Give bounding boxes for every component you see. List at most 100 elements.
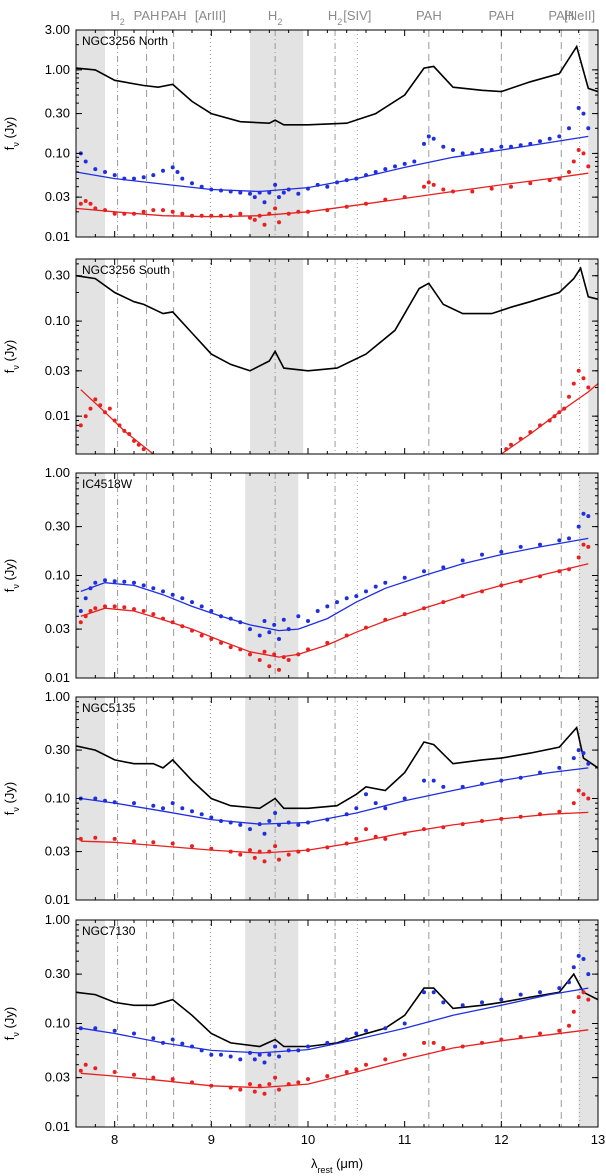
blue-data-point (170, 1037, 175, 1042)
y-tick-label: 0.01 (45, 1119, 70, 1134)
blue-data-point (273, 182, 278, 187)
x-tick-label: 11 (398, 1132, 412, 1147)
blue-data-point (426, 134, 431, 139)
red-data-point (470, 189, 475, 194)
red-data-point (422, 184, 426, 189)
blue-data-point (151, 586, 156, 591)
panel-frame (75, 919, 599, 1128)
y-tick-label: 0.30 (45, 742, 70, 757)
blue-data-point (383, 1026, 388, 1031)
blue-data-point (238, 822, 243, 827)
red-data-point (112, 836, 117, 841)
y-axis-label: fν (Jy) (2, 117, 21, 150)
blue-data-point (170, 801, 175, 806)
red-data-point (262, 1091, 267, 1096)
red-data-point (538, 1031, 542, 1036)
y-tick-label: 1.00 (45, 465, 70, 480)
y-tick-label: 0.10 (45, 313, 70, 328)
red-data-point (267, 664, 272, 669)
panel: 0.01 0.03 0.10 0.30 1.00 3.00 NGC3256 North fν … (2, 22, 599, 244)
blue-data-point (132, 1031, 136, 1036)
blue-data-point (460, 151, 465, 156)
y-tick-label: 0.30 (45, 519, 70, 534)
blue-data-point (538, 990, 542, 995)
red-data-point (132, 839, 136, 844)
red-data-point (267, 1082, 272, 1087)
red-data-point (567, 170, 571, 174)
red-data-point (238, 1087, 243, 1092)
red-data-point (88, 201, 93, 206)
blue-data-point (383, 806, 388, 811)
blue-data-point (132, 176, 136, 181)
red-data-point (306, 1077, 310, 1082)
blue-data-point (571, 756, 576, 761)
red-data-point (273, 844, 278, 849)
blue-data-point (383, 580, 388, 585)
blue-data-point (272, 622, 277, 627)
blue-data-point (422, 778, 426, 783)
blue-data-point (306, 1044, 310, 1049)
red-data-point (257, 1083, 262, 1088)
feature-label: [ArIII] (195, 8, 226, 23)
blue-data-point (296, 822, 301, 827)
red-fit-line (80, 811, 589, 854)
red-data-point (576, 555, 581, 560)
blue-data-point (576, 524, 581, 529)
blue-data-point (315, 609, 320, 613)
blue-data-point (306, 619, 310, 623)
y-axis-label: fν (Jy) (2, 340, 21, 373)
blue-data-point (581, 957, 586, 961)
blue-data-point (257, 633, 262, 638)
red-data-point (132, 1072, 136, 1077)
blue-data-point (112, 1028, 117, 1033)
red-data-point (277, 667, 281, 672)
shaded-band (245, 697, 299, 900)
blue-data-point (252, 195, 257, 200)
red-data-point (190, 844, 194, 849)
panels: 0.01 0.03 0.10 0.30 1.00 3.00 NGC3256 North fν … (2, 22, 605, 1147)
blue-data-point (571, 965, 576, 970)
black-spectrum-line (76, 266, 598, 372)
blue-data-point (93, 1026, 98, 1031)
blue-data-point (557, 538, 562, 543)
red-fit-line (500, 383, 598, 454)
red-data-point (238, 852, 243, 857)
red-data-point (151, 840, 156, 845)
blue-fit-line (80, 537, 589, 632)
blue-data-point (209, 1052, 214, 1057)
plot-area (76, 266, 598, 454)
blue-data-point (93, 167, 98, 172)
blue-data-point (83, 159, 88, 164)
blue-data-point (267, 819, 272, 823)
blue-data-point (151, 1036, 156, 1041)
panel-name: IC4518W (82, 477, 133, 491)
panel-frame (75, 29, 599, 238)
blue-data-point (581, 751, 586, 756)
red-data-point (93, 835, 98, 840)
blue-data-point (296, 191, 301, 196)
red-data-point (151, 612, 156, 617)
y-tick-label: 0.10 (45, 145, 70, 160)
x-tick-label: 12 (494, 1132, 508, 1147)
blue-data-point (112, 173, 117, 178)
blue-data-point (273, 811, 278, 815)
blue-data-point (373, 801, 378, 806)
red-data-point (170, 1077, 175, 1082)
blue-data-point (199, 812, 204, 817)
blue-data-point (267, 1052, 272, 1057)
red-data-point (364, 827, 368, 832)
blue-data-point (373, 170, 378, 174)
red-data-point (273, 206, 278, 211)
y-tick-label: 0.10 (45, 791, 70, 806)
red-data-point (93, 1066, 98, 1071)
blue-data-point (228, 1054, 233, 1059)
y-tick-label: 0.30 (45, 268, 70, 283)
y-tick-label: 0.10 (45, 1016, 70, 1031)
blue-fit-line (80, 987, 589, 1054)
blue-data-point (402, 796, 407, 801)
blue-data-point (325, 604, 330, 609)
red-data-point (441, 1046, 446, 1050)
y-tick-label: 0.10 (45, 568, 70, 583)
red-data-point (528, 181, 533, 186)
